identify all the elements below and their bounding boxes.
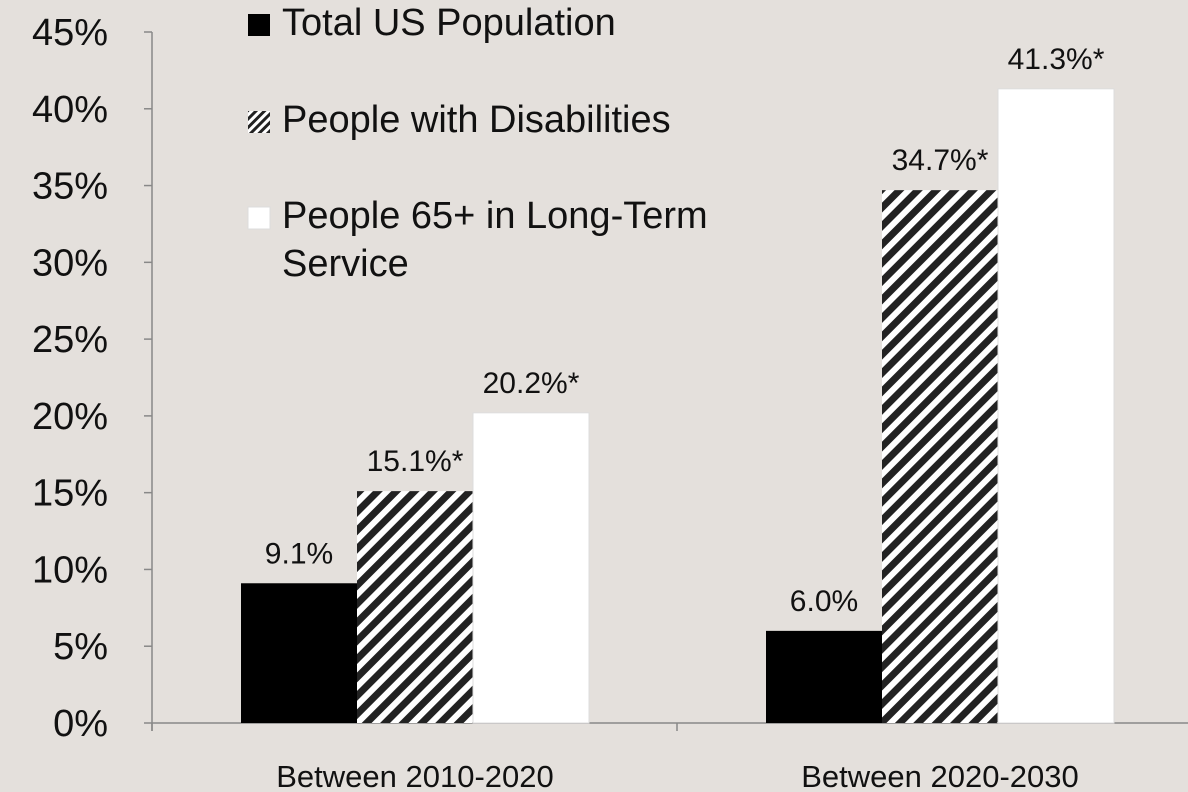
y-tick-label: 20% xyxy=(32,396,108,438)
bar xyxy=(241,583,357,723)
axes: 0% 5% 10% 15% 20% 25% 30% 35% 40% 45% Between 2010… xyxy=(32,12,1188,792)
bar-value-label: 6.0% xyxy=(790,585,858,618)
y-tick-label: 40% xyxy=(32,89,108,131)
y-tick-label: 30% xyxy=(32,242,108,284)
category-label: Between 2010-2020 xyxy=(276,759,554,792)
y-tick-label: 45% xyxy=(32,12,108,54)
bar-value-label: 15.1%* xyxy=(367,445,464,478)
y-tick-label: 35% xyxy=(32,166,108,208)
legend-label: People with Disabilities xyxy=(282,99,671,141)
legend-swatch xyxy=(247,206,271,230)
bar-value-label: 9.1% xyxy=(265,537,333,570)
bar xyxy=(997,88,1115,724)
y-tick-label: 0% xyxy=(53,703,108,745)
bar-value-label: 34.7%* xyxy=(892,144,989,177)
bar xyxy=(766,630,882,723)
legend-label: Total US Population xyxy=(282,2,616,44)
y-tick-label: 10% xyxy=(32,549,108,591)
legend: Total US Population People with Disabilit… xyxy=(247,2,708,285)
legend-label: Service xyxy=(282,243,409,285)
bar-value-label: 20.2%* xyxy=(483,367,580,400)
bars xyxy=(241,88,1115,724)
y-tick-label: 25% xyxy=(32,319,108,361)
bar-value-label: 41.3%* xyxy=(1008,43,1105,76)
y-tick-label: 5% xyxy=(53,626,108,668)
legend-label: People 65+ in Long-Term xyxy=(282,195,708,237)
legend-swatch xyxy=(248,111,270,133)
bar xyxy=(882,190,998,723)
data-labels: 9.1% 15.1%* 20.2%* 6.0% 34.7%* 41.3%* xyxy=(265,43,1105,618)
category-label: Between 2020-2030 xyxy=(801,759,1079,792)
bar xyxy=(472,412,590,724)
bar xyxy=(357,491,473,723)
y-tick-label: 15% xyxy=(32,473,108,515)
legend-swatch xyxy=(248,14,270,36)
